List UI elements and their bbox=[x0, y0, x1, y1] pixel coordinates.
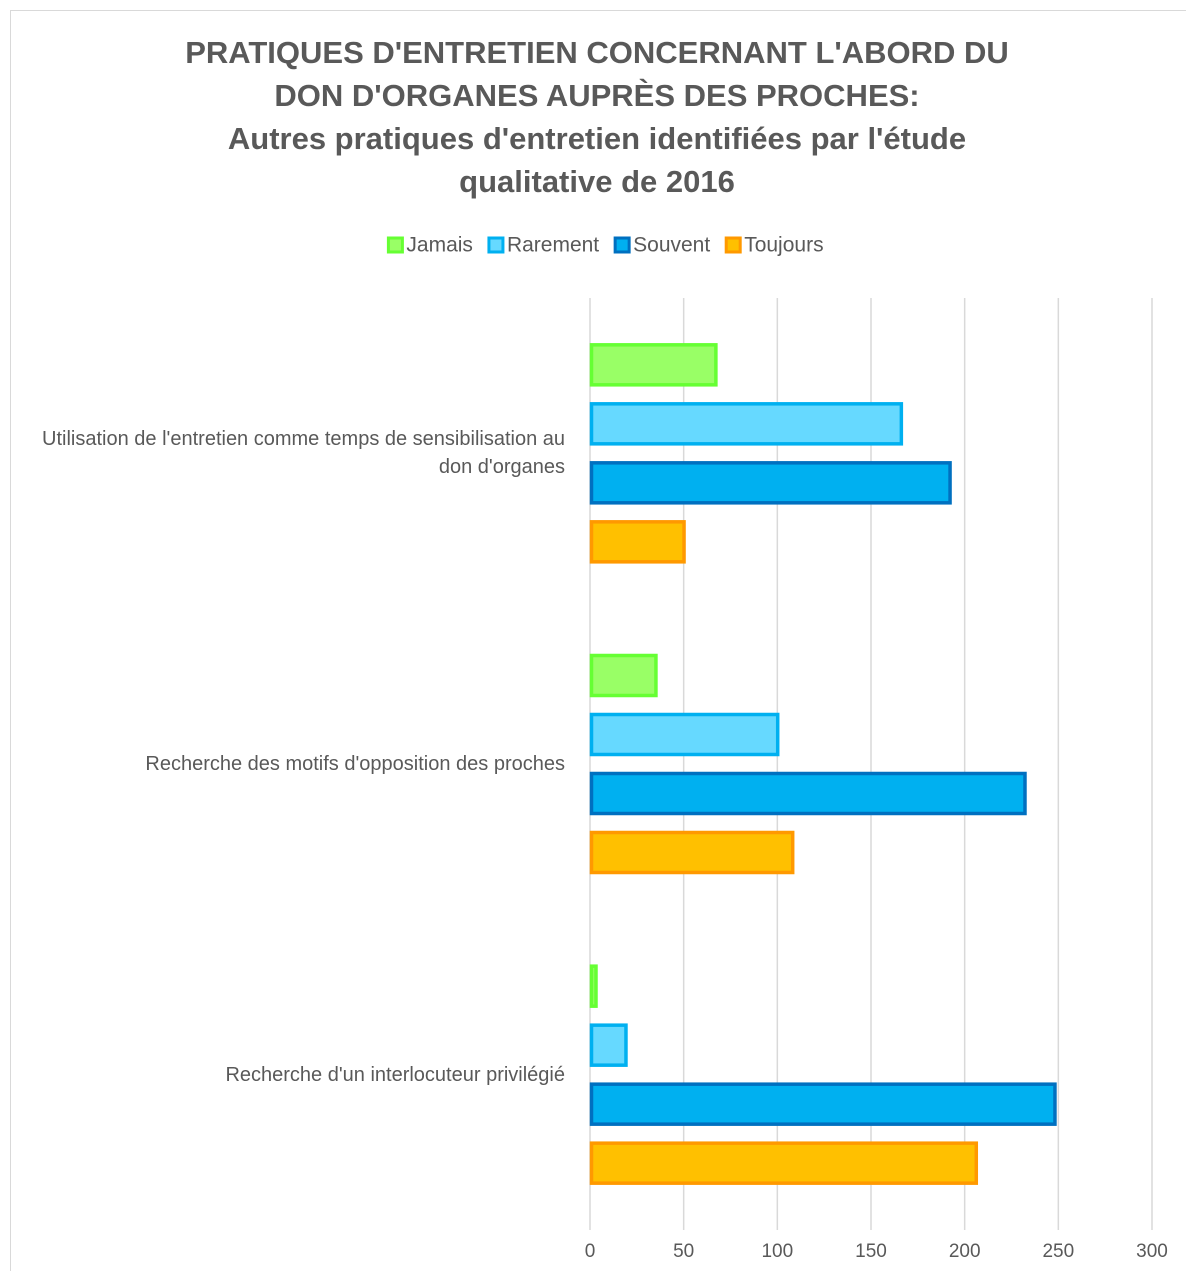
bar bbox=[589, 1141, 979, 1185]
bar bbox=[589, 1082, 1057, 1126]
chart-title: DON D'ORGANES AUPRÈS DES PROCHES: bbox=[274, 78, 919, 113]
bar bbox=[589, 520, 686, 564]
bar bbox=[589, 964, 598, 1008]
x-tick-label: 50 bbox=[673, 1241, 694, 1262]
legend-swatch bbox=[487, 236, 505, 254]
chart-subtitle: Autres pratiques d'entretien identifiées… bbox=[228, 121, 966, 156]
bar bbox=[589, 653, 658, 698]
chart-border bbox=[10, 10, 1186, 1271]
bar bbox=[589, 461, 952, 505]
legend-label: Rarement bbox=[507, 234, 599, 257]
legend-swatch bbox=[724, 236, 742, 254]
category-label: Recherche des motifs d'opposition des pr… bbox=[145, 753, 565, 775]
bar bbox=[589, 402, 904, 446]
category-label: Recherche d'un interlocuteur privilégié bbox=[225, 1063, 565, 1086]
bar bbox=[589, 343, 718, 387]
x-tick-label: 0 bbox=[585, 1241, 596, 1262]
x-tick-label: 200 bbox=[949, 1241, 981, 1262]
legend-swatch bbox=[613, 236, 631, 254]
chart-title: PRATIQUES D'ENTRETIEN CONCERNANT L'ABORD… bbox=[185, 35, 1009, 70]
bar bbox=[589, 771, 1027, 816]
bar bbox=[589, 830, 795, 875]
chart-subtitle: qualitative de 2016 bbox=[459, 164, 735, 199]
x-tick-label: 250 bbox=[1042, 1241, 1074, 1262]
bar bbox=[589, 1023, 628, 1067]
category-label: Utilisation de l'entretien comme temps d… bbox=[42, 428, 565, 479]
legend-label: Toujours bbox=[744, 234, 823, 257]
legend-label: Jamais bbox=[406, 234, 473, 257]
bar bbox=[589, 712, 780, 757]
x-tick-label: 100 bbox=[761, 1241, 793, 1262]
x-tick-label: 150 bbox=[855, 1241, 887, 1262]
legend-label: Souvent bbox=[633, 234, 710, 257]
x-tick-label: 300 bbox=[1136, 1241, 1168, 1262]
legend-swatch bbox=[386, 236, 404, 254]
